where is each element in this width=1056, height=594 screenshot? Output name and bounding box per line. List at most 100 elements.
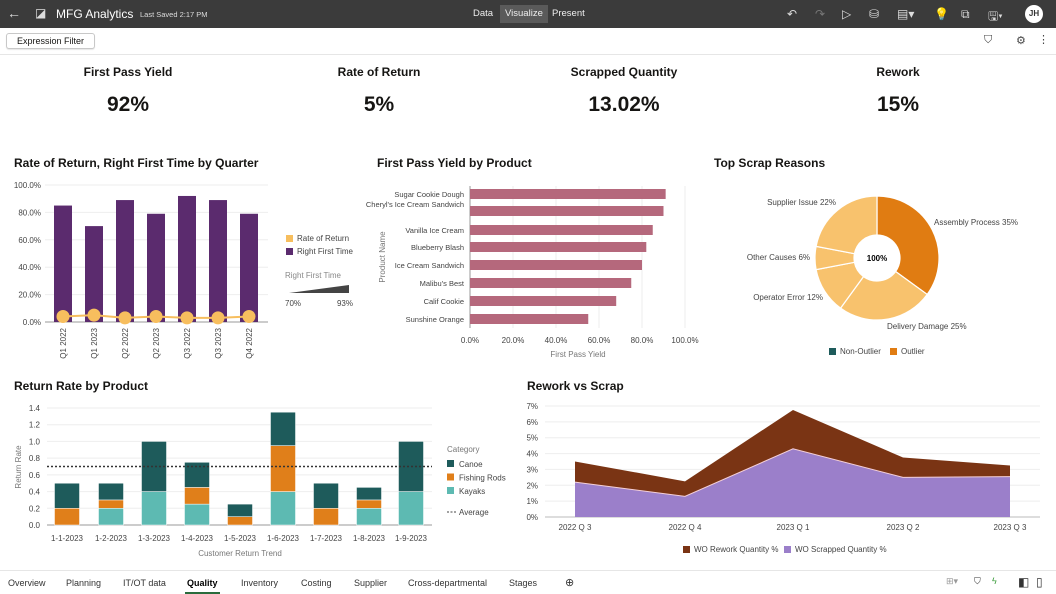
bar-segment-kayaks <box>398 491 424 526</box>
kpi-value: 13.02% <box>588 93 660 116</box>
y-tick-label: 0.2 <box>29 504 41 513</box>
slice-label: Operator Error 12% <box>753 293 823 302</box>
legend-swatch-right-first-time <box>286 248 293 255</box>
bar-segment-canoe <box>356 487 382 501</box>
tab-planning[interactable]: Planning <box>66 578 102 588</box>
bar-first-pass-yield <box>470 314 589 324</box>
bar-segment-canoe <box>141 441 167 492</box>
auto-apply-icon[interactable]: ϟ <box>992 576 997 586</box>
comment-menu-icon[interactable]: ▤▾ <box>897 7 915 21</box>
x-tick-label: 1-5-2023 <box>224 534 257 543</box>
tab-cross-departmental[interactable]: Cross-departmental <box>408 578 488 588</box>
legend-label: Right First Time <box>297 247 354 256</box>
back-arrow-icon[interactable]: ← <box>7 5 21 21</box>
y-tick-label: 7% <box>526 402 538 411</box>
x-tick-label: 2023 Q 2 <box>887 523 920 532</box>
kpi-rate-of-return: Rate of Return 5% <box>279 65 479 117</box>
mode-present[interactable]: Present <box>552 8 585 19</box>
bar-segment-canoe <box>98 482 124 501</box>
x-tick-label: 20.0% <box>502 336 525 345</box>
point-rate-of-return <box>149 310 163 324</box>
legend-swatch-rework <box>683 546 690 553</box>
x-tick-label: 2022 Q 4 <box>669 523 702 532</box>
bar-first-pass-yield <box>470 296 617 306</box>
y-tick-label: 5% <box>526 434 538 443</box>
x-tick-label: 1-9-2023 <box>395 534 428 543</box>
legend-swatch <box>447 473 454 481</box>
kpi-value: 5% <box>363 93 395 116</box>
y-tick-label: Ice Cream Sandwich <box>395 261 464 270</box>
play-icon[interactable]: ▷ <box>842 7 852 21</box>
bar-segment-canoe <box>270 411 296 446</box>
bar-segment-fishing-rods <box>54 508 80 526</box>
y-tick-label: 1.4 <box>29 404 41 413</box>
filter-pin-icon[interactable]: ⛉ <box>974 576 981 586</box>
bar-segment-canoe <box>313 482 339 509</box>
tab-costing[interactable]: Costing <box>301 578 332 588</box>
kpi-label: Scrapped Quantity <box>570 65 678 79</box>
bar-first-pass-yield <box>470 242 647 252</box>
tab-stages[interactable]: Stages <box>509 578 538 588</box>
slice-label: Other Causes 6% <box>747 253 810 262</box>
x-tick-label: 1-6-2023 <box>267 534 300 543</box>
layout-menu-icon[interactable]: ⊞▾ <box>946 576 959 586</box>
x-tick-label: 0.0% <box>461 336 479 345</box>
x-tick-label: 1-8-2023 <box>353 534 386 543</box>
filter-icon[interactable]: ⛉ <box>984 34 993 46</box>
x-tick-label: Q2 2022 <box>121 327 130 358</box>
y-tick-label: 6% <box>526 418 538 427</box>
x-tick-label: Q4 2022 <box>245 327 254 358</box>
undo-icon[interactable]: ↶ <box>787 7 798 21</box>
tab-overview[interactable]: Overview <box>8 578 46 588</box>
filter-toolbar: Expression Filter ⛉ ⚙ ⋮ <box>0 28 1056 55</box>
y-tick-label: 20.0% <box>18 291 41 300</box>
x-tick-label: Q3 2023 <box>214 327 223 358</box>
x-tick-label: 2022 Q 3 <box>559 523 592 532</box>
mode-data[interactable]: Data <box>473 8 494 19</box>
point-rate-of-return <box>118 311 132 325</box>
add-canvas-icon[interactable]: ⊕ <box>565 577 575 589</box>
more-options-icon[interactable]: ⋮ <box>1038 34 1049 46</box>
export-icon[interactable]: ⧉ <box>961 7 970 21</box>
chart-title-return-rate: Return Rate by Product <box>14 379 149 393</box>
user-avatar[interactable]: JH <box>1025 5 1043 23</box>
settings-gear-icon[interactable]: ⚙ <box>1016 35 1026 47</box>
y-tick-label: Calif Cookie <box>424 297 464 306</box>
x-tick-label: 60.0% <box>588 336 611 345</box>
area-rework <box>575 409 1010 497</box>
legend-label: Fishing Rods <box>459 474 506 483</box>
insights-bulb-icon[interactable]: 💡 <box>934 7 949 21</box>
legend-swatch-rate-of-return <box>286 235 293 242</box>
bar-segment-canoe <box>227 503 253 517</box>
legend-label: Outlier <box>901 347 925 356</box>
save-menu-icon[interactable]: 🖫▾ <box>988 9 1003 23</box>
tab-inventory[interactable]: Inventory <box>241 578 279 588</box>
x-axis-title: First Pass Yield <box>550 350 605 359</box>
expression-filter-button[interactable]: Expression Filter <box>6 33 96 49</box>
bar-right-first-time <box>240 213 258 322</box>
size-legend-min: 70% <box>285 299 301 308</box>
x-tick-label: 1-2-2023 <box>95 534 128 543</box>
tab-supplier[interactable]: Supplier <box>354 578 388 588</box>
y-tick-label: 80.0% <box>18 208 41 217</box>
y-tick-label: Cheryl's Ice Cream Sandwich <box>366 200 464 209</box>
tab-quality[interactable]: Quality <box>185 578 220 594</box>
x-tick-label: 1-3-2023 <box>138 534 171 543</box>
left-panel-icon[interactable]: ◧ <box>1018 575 1030 589</box>
bar-segment-fishing-rods <box>313 508 339 526</box>
y-tick-label: Blueberry Blash <box>411 243 464 252</box>
redo-icon[interactable]: ↷ <box>815 7 826 21</box>
refresh-data-icon[interactable]: ⛁ <box>869 7 880 21</box>
mode-visualize[interactable]: Visualize <box>500 5 548 23</box>
y-tick-label: 0.8 <box>29 454 41 463</box>
y-tick-label: 40.0% <box>18 263 41 272</box>
y-tick-label: Malibu's Best <box>420 279 465 288</box>
legend-label: Average <box>459 508 489 517</box>
tab-itot-data[interactable]: IT/OT data <box>123 578 166 588</box>
right-panel-icon[interactable]: ▯ <box>1036 575 1043 589</box>
bar-first-pass-yield <box>470 260 642 270</box>
x-tick-label: 1-1-2023 <box>51 534 84 543</box>
y-tick-label: 1.2 <box>29 421 41 430</box>
bar-right-first-time <box>54 205 72 322</box>
x-tick-label: Q2 2023 <box>152 327 161 358</box>
